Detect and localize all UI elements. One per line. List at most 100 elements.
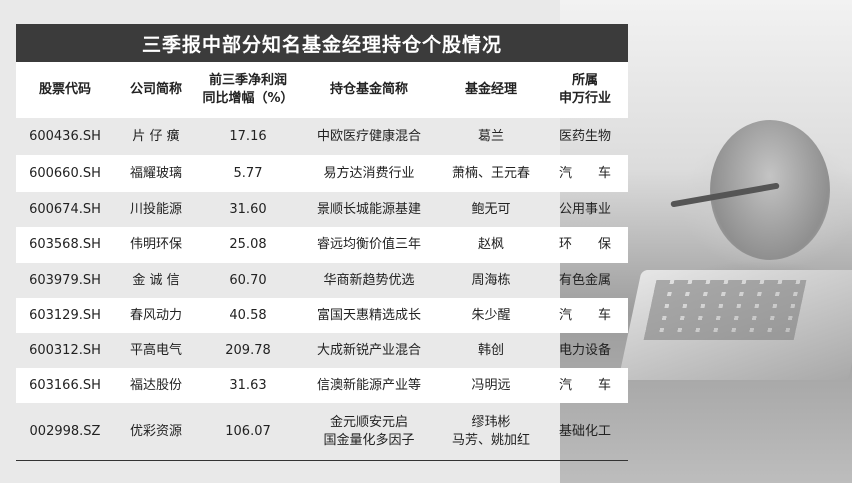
header-line: 股票代码 <box>38 82 91 97</box>
fund-name: 睿远均衡价值三年 <box>298 236 440 254</box>
company-name: 福耀玻璃 <box>129 165 182 181</box>
manager-line: 朱少醒 <box>471 307 511 323</box>
manager-line: 鲍无可 <box>471 201 511 217</box>
company-name: 川投能源 <box>129 201 182 217</box>
fund-name: 易方达消费行业 <box>298 165 440 183</box>
manager-line: 赵枫 <box>477 237 504 252</box>
fund-line: 华商新趋势优选 <box>323 272 415 288</box>
profit-growth: 209.78 <box>225 342 271 358</box>
header-line: 持仓基金简称 <box>329 82 408 97</box>
company-name: 伟明环保 <box>129 237 182 252</box>
fund-manager: 萧楠、王元春 <box>440 165 542 183</box>
stock-code: 603166.SH <box>29 377 101 393</box>
fund-name: 大成新锐产业混合 <box>298 342 440 360</box>
fund-name: 景顺长城能源基建 <box>298 201 440 219</box>
table-row: 603129.SH 春风动力 40.58 富国天惠精选成长 朱少醒 汽 车 <box>16 298 628 333</box>
header-cell: 持仓基金简称 <box>298 81 440 99</box>
fund-name: 富国天惠精选成长 <box>298 307 440 325</box>
fund-line: 中欧医疗健康混合 <box>316 128 421 144</box>
fund-line: 易方达消费行业 <box>323 165 415 181</box>
fund-name: 华商新趋势优选 <box>298 272 440 290</box>
stock-code: 600660.SH <box>29 165 101 181</box>
fund-manager: 周海栋 <box>440 272 542 290</box>
fund-line: 大成新锐产业混合 <box>316 342 421 358</box>
industry: 有色金属 <box>558 272 611 288</box>
fund-name: 金元顺安元启 国金量化多因子 <box>298 414 440 450</box>
stock-code: 603979.SH <box>29 272 101 288</box>
fund-line: 富国天惠精选成长 <box>316 307 421 323</box>
industry: 汽 车 <box>558 165 611 181</box>
stock-code: 600312.SH <box>29 342 101 358</box>
table-row: 603166.SH 福达股份 31.63 信澳新能源产业等 冯明远 汽 车 <box>16 368 628 403</box>
fund-manager: 朱少醒 <box>440 307 542 325</box>
stock-code: 603129.SH <box>29 307 101 323</box>
fund-line: 景顺长城能源基建 <box>316 201 421 217</box>
company-name: 金 诚 信 <box>132 272 180 288</box>
company-name: 平高电气 <box>129 342 182 358</box>
header-cell: 公司简称 <box>114 81 198 99</box>
table-header: 股票代码 公司简称 前三季净利润 同比增幅（%） 持仓基金简称 基金经理 所属申万行业 <box>16 62 628 118</box>
bottom-rule <box>16 460 628 461</box>
company-name: 优彩资源 <box>129 423 182 439</box>
table-title: 三季报中部分知名基金经理持仓个股情况 <box>16 24 628 62</box>
header-line: 申万行业 <box>558 91 611 106</box>
profit-growth: 60.70 <box>229 272 267 288</box>
manager-line: 缪玮彬 <box>471 414 511 430</box>
fund-manager: 缪玮彬 马芳、姚加红 <box>440 414 542 450</box>
profit-growth: 106.07 <box>225 423 271 439</box>
table-row: 600674.SH 川投能源 31.60 景顺长城能源基建 鲍无可 公用事业 <box>16 192 628 227</box>
company-name: 春风动力 <box>129 307 182 323</box>
calculator-keys <box>643 280 807 340</box>
industry: 环 保 <box>558 237 611 252</box>
holdings-table: 三季报中部分知名基金经理持仓个股情况 股票代码 公司简称 前三季净利润 同比增幅（%）… <box>16 24 628 461</box>
table-row: 600436.SH 片 仔 癀 17.16 中欧医疗健康混合 葛兰 医药生物 <box>16 118 628 155</box>
profit-growth: 40.58 <box>229 307 267 323</box>
fund-manager: 赵枫 <box>440 236 542 254</box>
company-name: 福达股份 <box>129 377 182 393</box>
header-line: 基金经理 <box>464 82 517 97</box>
table-row: 002998.SZ 优彩资源 106.07 金元顺安元启 国金量化多因子 缪玮彬 马芳、姚加… <box>16 403 628 460</box>
header-line: 同比增幅（%） <box>202 91 294 106</box>
profit-growth: 31.60 <box>229 201 267 217</box>
fund-manager: 鲍无可 <box>440 201 542 219</box>
stock-code: 600674.SH <box>29 201 101 217</box>
profit-growth: 5.77 <box>233 165 263 181</box>
header-line: 前三季净利润 <box>208 73 287 88</box>
fund-manager: 韩创 <box>440 342 542 360</box>
profit-growth: 17.16 <box>229 128 267 144</box>
manager-line: 冯明远 <box>471 377 511 393</box>
industry: 公用事业 <box>558 201 611 217</box>
industry: 电力设备 <box>558 342 611 358</box>
header-cell: 基金经理 <box>440 81 542 99</box>
fund-line: 信澳新能源产业等 <box>316 377 421 393</box>
industry: 汽 车 <box>558 377 611 393</box>
stock-code: 002998.SZ <box>29 423 101 439</box>
fund-line: 金元顺安元启 <box>329 414 408 430</box>
table-row: 600312.SH 平高电气 209.78 大成新锐产业混合 韩创 电力设备 <box>16 333 628 368</box>
manager-line: 韩创 <box>477 342 504 358</box>
company-name: 片 仔 癀 <box>132 128 180 144</box>
table-row: 600660.SH 福耀玻璃 5.77 易方达消费行业 萧楠、王元春 汽 车 <box>16 155 628 192</box>
fund-manager: 冯明远 <box>440 377 542 395</box>
fund-name: 信澳新能源产业等 <box>298 377 440 395</box>
fund-line: 国金量化多因子 <box>323 432 415 448</box>
industry: 医药生物 <box>558 128 611 144</box>
industry: 基础化工 <box>558 423 611 439</box>
fund-name: 中欧医疗健康混合 <box>298 128 440 146</box>
header-line: 公司简称 <box>129 82 182 97</box>
header-line: 所属 <box>571 73 598 88</box>
fund-line: 睿远均衡价值三年 <box>316 237 421 252</box>
stock-code: 603568.SH <box>29 237 101 252</box>
profit-growth: 25.08 <box>229 237 267 252</box>
header-cell: 股票代码 <box>16 81 114 99</box>
table-row: 603979.SH 金 诚 信 60.70 华商新趋势优选 周海栋 有色金属 <box>16 263 628 298</box>
stock-code: 600436.SH <box>29 128 101 144</box>
header-cell: 前三季净利润 同比增幅（%） <box>198 72 298 108</box>
manager-line: 周海栋 <box>471 272 511 288</box>
fund-manager: 葛兰 <box>440 128 542 146</box>
manager-line: 萧楠、王元春 <box>451 165 530 181</box>
table-row: 603568.SH 伟明环保 25.08 睿远均衡价值三年 赵枫 环 保 <box>16 227 628 263</box>
header-cell: 所属 申万行业 <box>542 72 628 108</box>
profit-growth: 31.63 <box>229 377 267 393</box>
manager-line: 葛兰 <box>477 128 504 144</box>
